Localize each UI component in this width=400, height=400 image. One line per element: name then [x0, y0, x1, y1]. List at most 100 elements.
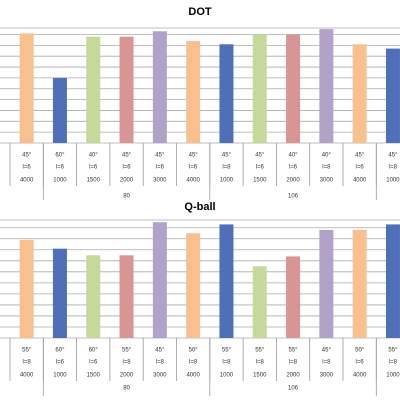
x-tick-label: 1000	[53, 373, 67, 379]
x-tick-label: l=6	[89, 360, 98, 366]
x-tick-label: 45°	[22, 153, 32, 159]
x-tick-label: l=6	[356, 165, 365, 171]
bar	[52, 77, 67, 143]
x-tick-label: 60°	[55, 153, 65, 159]
x-tick-label: l=8	[222, 360, 231, 366]
x-tick-label: 3000	[320, 178, 334, 184]
x-tick-label: 1000	[220, 373, 234, 379]
group-label: 106	[288, 386, 299, 392]
x-tick-label: l=8	[256, 360, 265, 366]
x-tick-label: l=8	[322, 165, 331, 171]
bar	[119, 255, 134, 338]
x-tick-label: 45°	[322, 348, 332, 354]
x-tick-label: 4000	[20, 178, 34, 184]
bar	[152, 222, 167, 338]
x-tick-label: 40°	[322, 153, 332, 159]
x-tick-label: 1500	[253, 373, 267, 379]
x-tick-label: 1000	[386, 178, 400, 184]
bar	[152, 31, 167, 144]
x-tick-label: 1500	[87, 373, 101, 379]
x-tick-label: l=8	[189, 360, 198, 366]
x-tick-label: 40°	[89, 153, 99, 159]
x-tick-label: l=6	[189, 165, 198, 171]
x-tick-label: 4000	[353, 373, 367, 379]
bar	[219, 44, 234, 143]
bar	[219, 224, 234, 338]
x-tick-label: 3000	[153, 373, 167, 379]
x-tick-label: l=6	[122, 165, 131, 171]
x-tick-label: l=6	[156, 165, 165, 171]
x-tick-label: 45°	[155, 348, 165, 354]
x-tick-label: 3000	[320, 373, 334, 379]
x-tick-label: 60°	[55, 348, 65, 354]
x-tick-label: l=8	[289, 360, 298, 366]
x-tick-label: l=8	[156, 360, 165, 366]
x-tick-label: l=6	[256, 165, 265, 171]
x-tick-label: l=8	[322, 360, 331, 366]
bar	[286, 34, 301, 144]
x-tick-label: l=6	[289, 165, 298, 171]
x-tick-label: 40°	[289, 153, 299, 159]
group-label: 80	[123, 194, 130, 200]
chart-title: DOT	[188, 6, 212, 18]
x-tick-label: l=6	[356, 360, 365, 366]
x-tick-label: 55°	[22, 348, 32, 354]
bar	[86, 255, 101, 338]
x-tick-label: l=6	[56, 165, 65, 171]
chart-title: Q-ball	[184, 201, 215, 213]
x-tick-label: 1500	[253, 178, 267, 184]
x-tick-label: 3000	[153, 178, 167, 184]
x-tick-label: 2000	[286, 178, 300, 184]
x-tick-label: 50°	[355, 348, 365, 354]
bar	[19, 239, 34, 338]
x-tick-label: 1000	[386, 373, 400, 379]
x-tick-label: 45°	[189, 153, 199, 159]
group-label: 106	[288, 194, 299, 200]
x-tick-label: l=8	[389, 360, 398, 366]
x-tick-label: 55°	[122, 348, 132, 354]
group-label: 80	[123, 386, 130, 392]
x-tick-label: 45°	[155, 153, 165, 159]
x-tick-label: 2000	[286, 373, 300, 379]
bar	[352, 44, 367, 143]
x-tick-label: 1500	[87, 178, 101, 184]
bar	[186, 41, 201, 143]
x-tick-label: 55°	[289, 348, 299, 354]
bar	[286, 256, 301, 338]
bar	[385, 48, 400, 144]
x-tick-label: 55°	[255, 348, 265, 354]
bar	[52, 248, 67, 338]
bar	[186, 233, 201, 338]
x-tick-label: l=8	[222, 165, 231, 171]
x-tick-label: 4000	[20, 373, 34, 379]
x-tick-label: 4000	[186, 178, 200, 184]
x-tick-label: 45°	[222, 153, 232, 159]
bar	[252, 34, 267, 144]
x-tick-label: 4000	[186, 373, 200, 379]
x-tick-label: 50°	[189, 348, 199, 354]
x-tick-label: 4000	[353, 178, 367, 184]
bar	[319, 229, 334, 338]
x-tick-label: 1000	[220, 178, 234, 184]
bar	[352, 229, 367, 338]
x-tick-label: 2000	[120, 373, 134, 379]
bar	[119, 36, 134, 143]
x-tick-label: 1000	[53, 178, 67, 184]
x-tick-label: 55°	[222, 348, 232, 354]
x-tick-label: 2000	[120, 178, 134, 184]
bar	[252, 266, 267, 338]
x-tick-label: l=6	[56, 360, 65, 366]
x-tick-label: 45°	[355, 153, 365, 159]
x-tick-label: l=8	[122, 360, 131, 366]
x-tick-label: l=6	[23, 165, 32, 171]
x-tick-label: 45°	[388, 153, 398, 159]
x-tick-label: 60°	[89, 348, 99, 354]
x-tick-label: l=8	[23, 360, 32, 366]
x-tick-label: l=8	[389, 165, 398, 171]
x-tick-label: l=6	[89, 165, 98, 171]
bar	[19, 33, 34, 143]
bar	[385, 224, 400, 338]
bar	[86, 36, 101, 143]
bar	[319, 29, 334, 143]
